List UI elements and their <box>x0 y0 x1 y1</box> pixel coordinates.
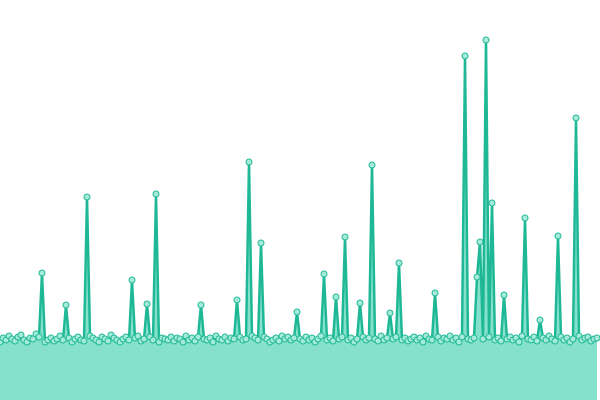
point <box>551 337 559 345</box>
point <box>455 338 463 346</box>
point <box>83 193 91 201</box>
point <box>470 334 478 342</box>
point <box>428 336 436 344</box>
point <box>353 335 361 343</box>
point <box>593 334 600 342</box>
point <box>38 269 46 277</box>
point <box>35 333 43 341</box>
point <box>62 301 70 309</box>
point <box>329 337 337 345</box>
point <box>233 296 241 304</box>
point <box>521 214 529 222</box>
point <box>143 300 151 308</box>
point <box>293 308 301 316</box>
point <box>17 331 25 339</box>
point <box>383 334 391 342</box>
point <box>368 161 376 169</box>
point <box>134 332 142 340</box>
point <box>179 338 187 346</box>
point <box>320 270 328 278</box>
point <box>125 336 133 344</box>
point <box>128 276 136 284</box>
point <box>341 233 349 241</box>
point <box>482 36 490 44</box>
point <box>245 158 253 166</box>
point <box>332 293 340 301</box>
point <box>479 335 487 343</box>
point <box>242 335 250 343</box>
point <box>533 337 541 345</box>
point <box>317 332 325 340</box>
point <box>485 333 493 341</box>
point <box>149 336 157 344</box>
point <box>197 301 205 309</box>
point <box>497 337 505 345</box>
point <box>431 289 439 297</box>
point <box>518 332 526 340</box>
point <box>365 334 373 342</box>
point <box>572 114 580 122</box>
point <box>209 338 217 346</box>
point <box>500 291 508 299</box>
line <box>0 38 598 344</box>
point <box>569 335 577 343</box>
point <box>461 52 469 60</box>
point <box>386 309 394 317</box>
point <box>458 333 466 341</box>
point <box>395 259 403 267</box>
point <box>80 337 88 345</box>
point <box>140 335 148 343</box>
point <box>488 199 496 207</box>
point <box>275 337 283 345</box>
point <box>29 335 37 343</box>
point <box>290 334 298 342</box>
point <box>476 238 484 246</box>
point <box>392 333 400 341</box>
area-fill <box>0 40 597 400</box>
point <box>356 299 364 307</box>
point <box>230 335 238 343</box>
point <box>104 337 112 345</box>
point <box>257 239 265 247</box>
point <box>554 232 562 240</box>
point <box>419 338 427 346</box>
point <box>536 316 544 324</box>
point <box>194 333 202 341</box>
point <box>515 338 523 346</box>
point <box>473 273 481 281</box>
point <box>59 336 67 344</box>
point <box>95 338 103 346</box>
point <box>254 336 262 344</box>
point <box>152 190 160 198</box>
point <box>338 333 346 341</box>
